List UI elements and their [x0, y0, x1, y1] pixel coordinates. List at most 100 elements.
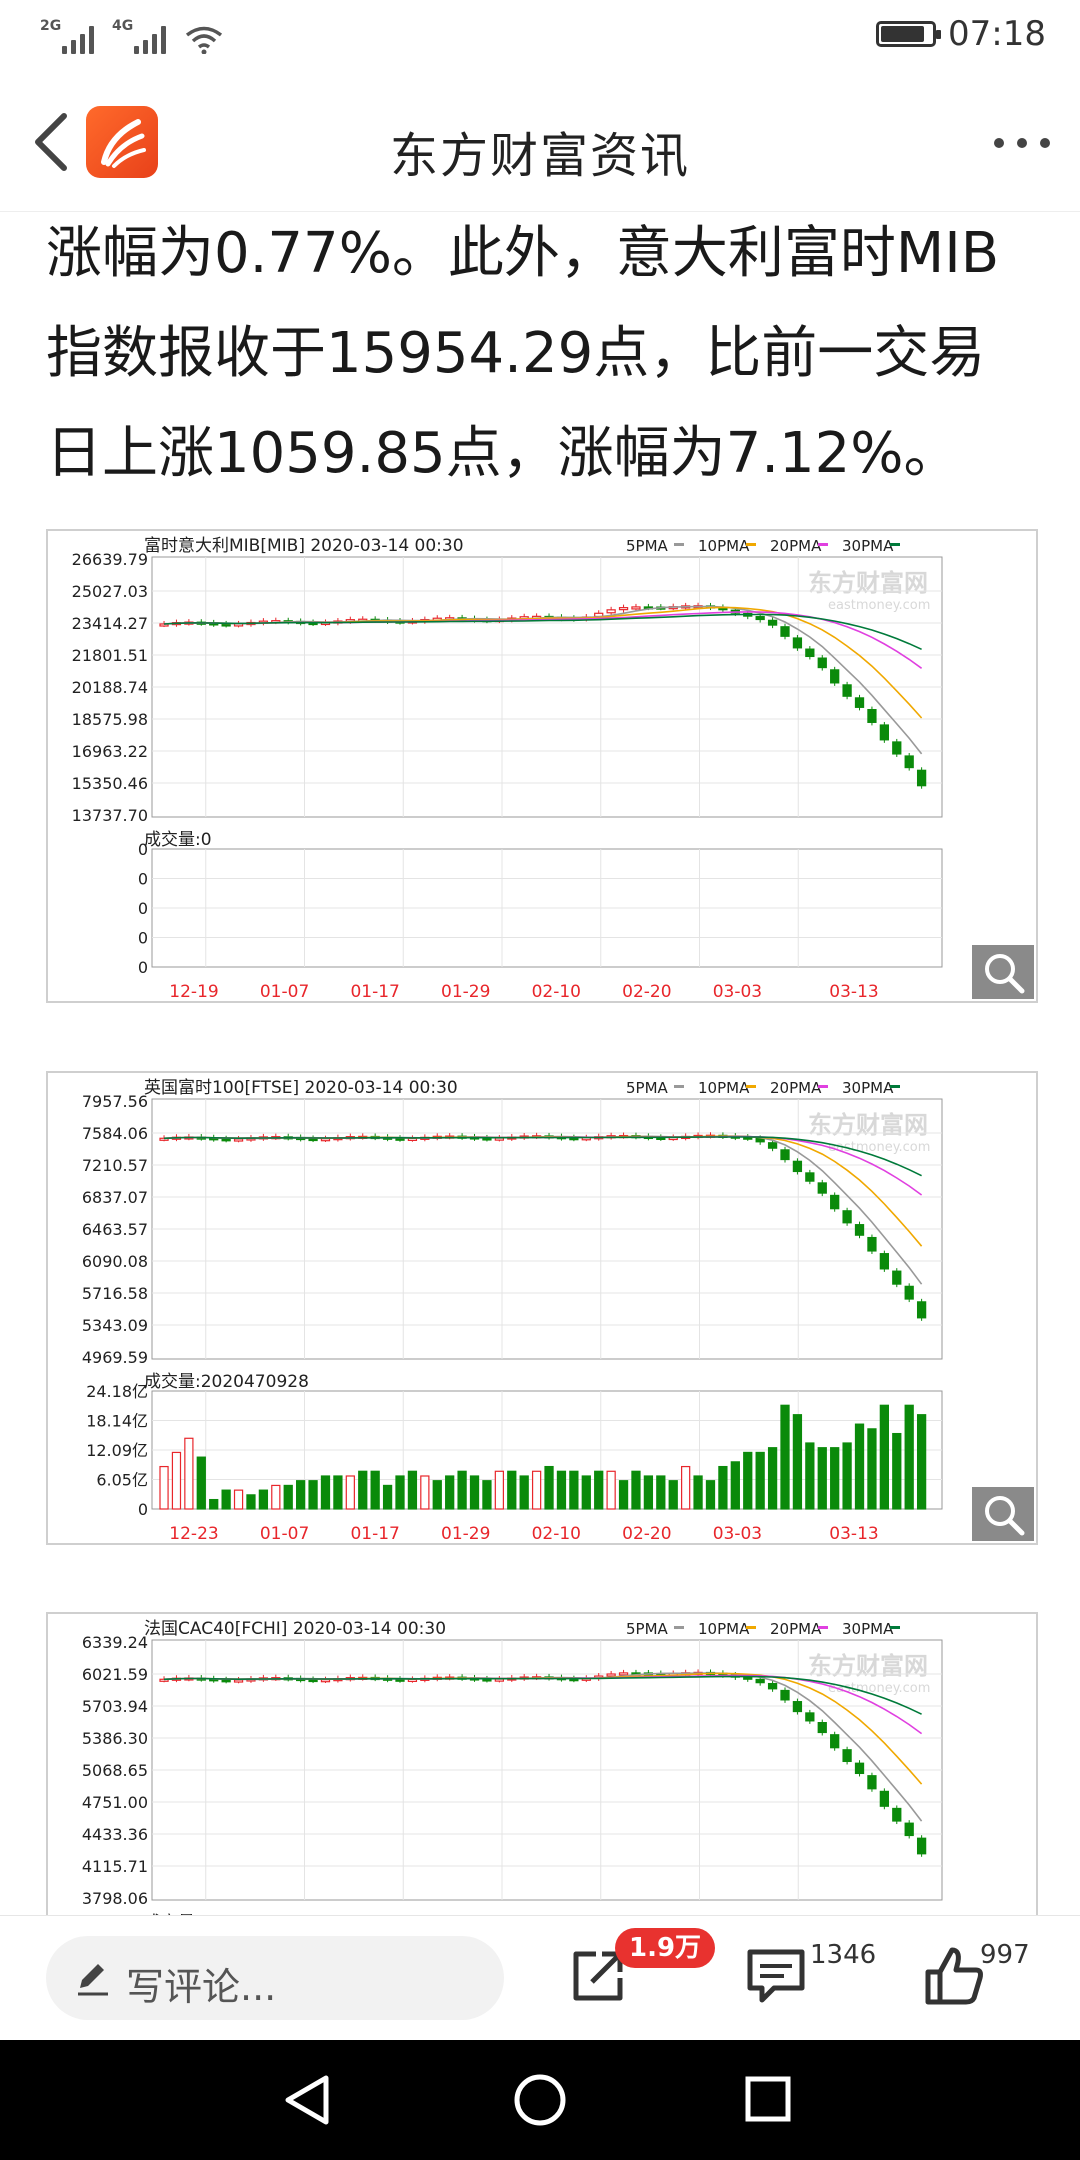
ma-line-30 — [163, 1675, 922, 1715]
comment-input[interactable]: 写评论... — [46, 1936, 504, 2020]
watermark-text: 东方财富网 — [808, 1111, 928, 1139]
x-tick-label: 02-10 — [532, 982, 581, 1001]
ma-line-30 — [163, 1136, 922, 1177]
nav-buttons — [285, 2074, 791, 2126]
volume-bar — [643, 1475, 654, 1510]
recents-square-icon[interactable] — [745, 2076, 791, 2122]
candle-body — [842, 1210, 852, 1224]
candle-body — [854, 1762, 865, 1775]
like-count: 997 — [980, 1940, 1030, 1970]
volume-bar — [233, 1489, 244, 1510]
candlestick-chart-mib: 富时意大利MIB[MIB] 2020-03-14 00:30 5PMA 10PMA 2… — [72, 536, 943, 1001]
ma-legend-label: 20PMA — [770, 1620, 822, 1638]
volume-bar — [730, 1461, 740, 1510]
candle-body — [892, 1270, 902, 1285]
x-tick-label: 01-29 — [441, 1524, 490, 1543]
candle-body — [792, 1701, 803, 1713]
candle-body — [320, 1138, 331, 1142]
battery-icon — [876, 21, 942, 47]
ma-legend-swatch — [890, 1626, 900, 1629]
volume-tick-label: 6.05亿 — [96, 1471, 148, 1490]
candle-body — [606, 609, 616, 614]
volume-bar — [817, 1447, 827, 1510]
article-body: 涨幅为0.77%。此外，意大利富时MIB 指数报收于15954.29点，比前一交… — [46, 204, 1046, 504]
candle-body — [320, 1679, 331, 1683]
candle-body — [233, 1679, 244, 1683]
y-tick-label: 5343.09 — [82, 1316, 148, 1335]
chart-card-ftse: 英国富时100[FTSE] 2020-03-14 00:30 5PMA 10PMA 2… — [46, 1071, 1038, 1545]
volume-label: 成交量:0 — [144, 830, 212, 850]
volume-bar — [246, 1494, 256, 1510]
volume-tick-label: 18.14亿 — [86, 1412, 148, 1431]
y-tick-label: 4433.36 — [82, 1825, 148, 1844]
y-tick-label: 3798.06 — [82, 1889, 148, 1908]
signal-2g-icon: 2G — [40, 18, 94, 54]
y-tick-label: 5703.94 — [82, 1697, 148, 1716]
watermark-text: 东方财富网 — [808, 1652, 928, 1680]
comment-icon[interactable] — [744, 1944, 808, 2008]
volume-bar — [556, 1470, 567, 1510]
candle-body — [221, 623, 231, 627]
volume-bar — [171, 1451, 182, 1510]
back-triangle-icon[interactable] — [285, 2075, 329, 2125]
app-logo — [86, 106, 158, 178]
volume-bar — [830, 1447, 840, 1510]
candle-body — [221, 1679, 231, 1683]
candle-body — [792, 637, 803, 649]
candle-body — [916, 1837, 927, 1855]
ma-legend-label: 5PMA — [626, 1079, 669, 1097]
zoom-button[interactable] — [972, 945, 1034, 999]
candle-body — [233, 623, 244, 627]
chart-title: 英国富时100[FTSE] 2020-03-14 00:30 — [144, 1078, 458, 1098]
volume-tick-label: 0 — [138, 929, 148, 948]
more-dots-icon[interactable] — [994, 128, 1050, 158]
ma-legend-swatch — [890, 543, 900, 546]
volume-bar — [594, 1470, 604, 1510]
candle-body — [916, 769, 927, 787]
watermark-sub: eastmoney.com — [828, 1681, 930, 1696]
candle-body — [879, 1790, 889, 1807]
y-tick-label: 5716.58 — [82, 1284, 148, 1303]
comment-bar: 写评论... 1.9万 1346 997 — [0, 1915, 1080, 2040]
watermark-sub: eastmoney.com — [828, 598, 930, 613]
volume-bar — [494, 1470, 504, 1510]
candle-body — [767, 1682, 778, 1690]
candle-body — [233, 1138, 244, 1142]
volume-bar — [767, 1447, 778, 1510]
chart-title: 富时意大利MIB[MIB] 2020-03-14 00:30 — [144, 536, 464, 556]
volume-bar — [581, 1475, 591, 1510]
signal-4g-label: 4G — [112, 18, 134, 34]
system-nav-bar — [0, 2040, 1080, 2160]
y-tick-label: 20188.74 — [72, 678, 148, 697]
volume-bar — [184, 1437, 194, 1510]
y-tick-label: 25027.03 — [72, 582, 148, 601]
volume-bar — [519, 1475, 529, 1510]
ma-legend-label: 30PMA — [842, 537, 894, 555]
home-circle-icon[interactable] — [514, 2074, 566, 2126]
candle-body — [879, 1253, 889, 1270]
ma-legend-label: 30PMA — [842, 1079, 894, 1097]
chevron-left-icon[interactable] — [24, 104, 84, 180]
chart-title: 法国CAC40[FCHI] 2020-03-14 00:30 — [144, 1619, 446, 1639]
magnifier-icon — [985, 1496, 1025, 1536]
status-right: 07:18 — [876, 14, 1046, 54]
y-tick-label: 16963.22 — [72, 742, 148, 761]
volume-tick-label: 24.18亿 — [86, 1382, 148, 1401]
zoom-button[interactable] — [972, 1487, 1034, 1541]
pen-icon — [78, 1964, 108, 1996]
thumbs-up-icon[interactable] — [922, 1944, 986, 2008]
y-tick-label: 7957.56 — [82, 1092, 148, 1111]
ma-legend-label: 10PMA — [698, 537, 750, 555]
y-tick-label: 13737.70 — [72, 806, 148, 825]
candle-body — [892, 741, 902, 755]
y-tick-label: 15350.46 — [72, 774, 148, 793]
volume-bar — [221, 1489, 231, 1510]
candle-body — [854, 697, 865, 708]
volume-bar — [445, 1475, 455, 1510]
y-tick-label: 7210.57 — [82, 1156, 148, 1175]
ma-legend-swatch — [674, 1626, 684, 1629]
x-tick-label: 01-17 — [350, 982, 399, 1001]
volume-tick-label: 0 — [138, 840, 148, 859]
candle-body — [830, 1734, 840, 1749]
ma-legend-label: 10PMA — [698, 1620, 750, 1638]
